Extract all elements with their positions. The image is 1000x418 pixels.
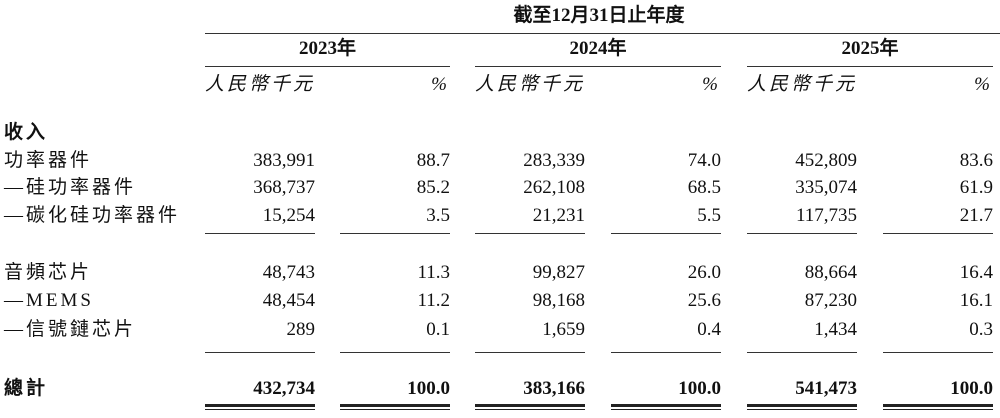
percent-cell: 68.5 <box>687 177 721 198</box>
amount-cell: 1,659 <box>542 319 585 340</box>
year-rule <box>475 66 721 67</box>
percent-cell: 61.9 <box>959 177 993 198</box>
amount-cell: 262,108 <box>523 177 585 198</box>
year-header-2023: 2023年 <box>298 38 356 59</box>
amount-cell: 48,454 <box>262 290 315 311</box>
percent-subheader: % <box>974 74 993 95</box>
currency-subheader: 人民幣千元 <box>205 74 316 95</box>
subtotal-underline <box>475 233 585 234</box>
subtotal-underline <box>340 233 450 234</box>
percent-cell: 74.0 <box>687 150 721 171</box>
double-underline <box>611 404 721 410</box>
amount-cell: 21,231 <box>532 205 585 226</box>
total-label: 總計 <box>4 378 49 399</box>
amount-cell: 15,254 <box>262 205 315 226</box>
percent-cell: 88.7 <box>416 150 450 171</box>
year-header-2025: 2025年 <box>841 38 899 59</box>
total-amount-cell: 541,473 <box>795 378 857 399</box>
amount-cell: 383,991 <box>253 150 315 171</box>
total-amount-cell: 432,734 <box>253 378 315 399</box>
total-percent-cell: 100.0 <box>678 378 721 399</box>
percent-cell: 0.3 <box>969 319 993 340</box>
subtotal-underline <box>883 352 993 353</box>
amount-cell: 98,168 <box>532 290 585 311</box>
percent-subheader: % <box>431 74 450 95</box>
double-underline <box>340 404 450 410</box>
subtotal-underline <box>205 233 315 234</box>
percent-cell: 11.2 <box>417 290 450 311</box>
amount-cell: 368,737 <box>253 177 315 198</box>
subtotal-underline <box>747 233 857 234</box>
subtotal-underline <box>205 352 315 353</box>
header-rule <box>205 33 1000 34</box>
percent-cell: 21.7 <box>959 205 993 226</box>
double-underline <box>205 404 315 410</box>
percent-cell: 16.4 <box>959 262 993 283</box>
amount-cell: 117,735 <box>795 205 857 226</box>
percent-cell: 5.5 <box>697 205 721 226</box>
subtotal-underline <box>340 352 450 353</box>
percent-cell: 16.1 <box>959 290 993 311</box>
period-header: 截至12月31日止年度 <box>513 5 685 26</box>
subtotal-underline <box>611 233 721 234</box>
amount-cell: 87,230 <box>804 290 857 311</box>
amount-cell: 283,339 <box>523 150 585 171</box>
total-percent-cell: 100.0 <box>407 378 450 399</box>
amount-cell: 88,664 <box>804 262 857 283</box>
row-label: 功率器件 <box>4 150 93 171</box>
row-label: —硅功率器件 <box>4 177 137 198</box>
percent-cell: 26.0 <box>687 262 721 283</box>
double-underline <box>475 404 585 410</box>
subtotal-underline <box>475 352 585 353</box>
year-rule <box>747 66 993 67</box>
row-label: 音頻芯片 <box>4 262 93 283</box>
subtotal-underline <box>883 233 993 234</box>
percent-cell: 11.3 <box>417 262 450 283</box>
total-percent-cell: 100.0 <box>950 378 993 399</box>
row-label: —信號鏈芯片 <box>4 319 137 340</box>
currency-subheader: 人民幣千元 <box>747 74 858 95</box>
subtotal-underline <box>611 352 721 353</box>
year-rule <box>205 66 450 67</box>
percent-cell: 0.1 <box>426 319 450 340</box>
double-underline <box>883 404 993 410</box>
row-label: —碳化硅功率器件 <box>4 205 181 226</box>
year-header-2024: 2024年 <box>569 38 627 59</box>
double-underline <box>747 404 857 410</box>
percent-cell: 83.6 <box>959 150 993 171</box>
percent-cell: 0.4 <box>697 319 721 340</box>
amount-cell: 335,074 <box>795 177 857 198</box>
amount-cell: 289 <box>286 319 316 340</box>
percent-cell: 3.5 <box>426 205 450 226</box>
amount-cell: 99,827 <box>532 262 585 283</box>
subtotal-underline <box>747 352 857 353</box>
total-amount-cell: 383,166 <box>523 378 585 399</box>
row-label: —MEMS <box>4 290 94 311</box>
amount-cell: 48,743 <box>262 262 315 283</box>
percent-cell: 85.2 <box>416 177 450 198</box>
currency-subheader: 人民幣千元 <box>475 74 586 95</box>
percent-cell: 25.6 <box>687 290 721 311</box>
section-title: 收入 <box>4 122 49 143</box>
percent-subheader: % <box>702 74 721 95</box>
amount-cell: 452,809 <box>795 150 857 171</box>
amount-cell: 1,434 <box>814 319 857 340</box>
